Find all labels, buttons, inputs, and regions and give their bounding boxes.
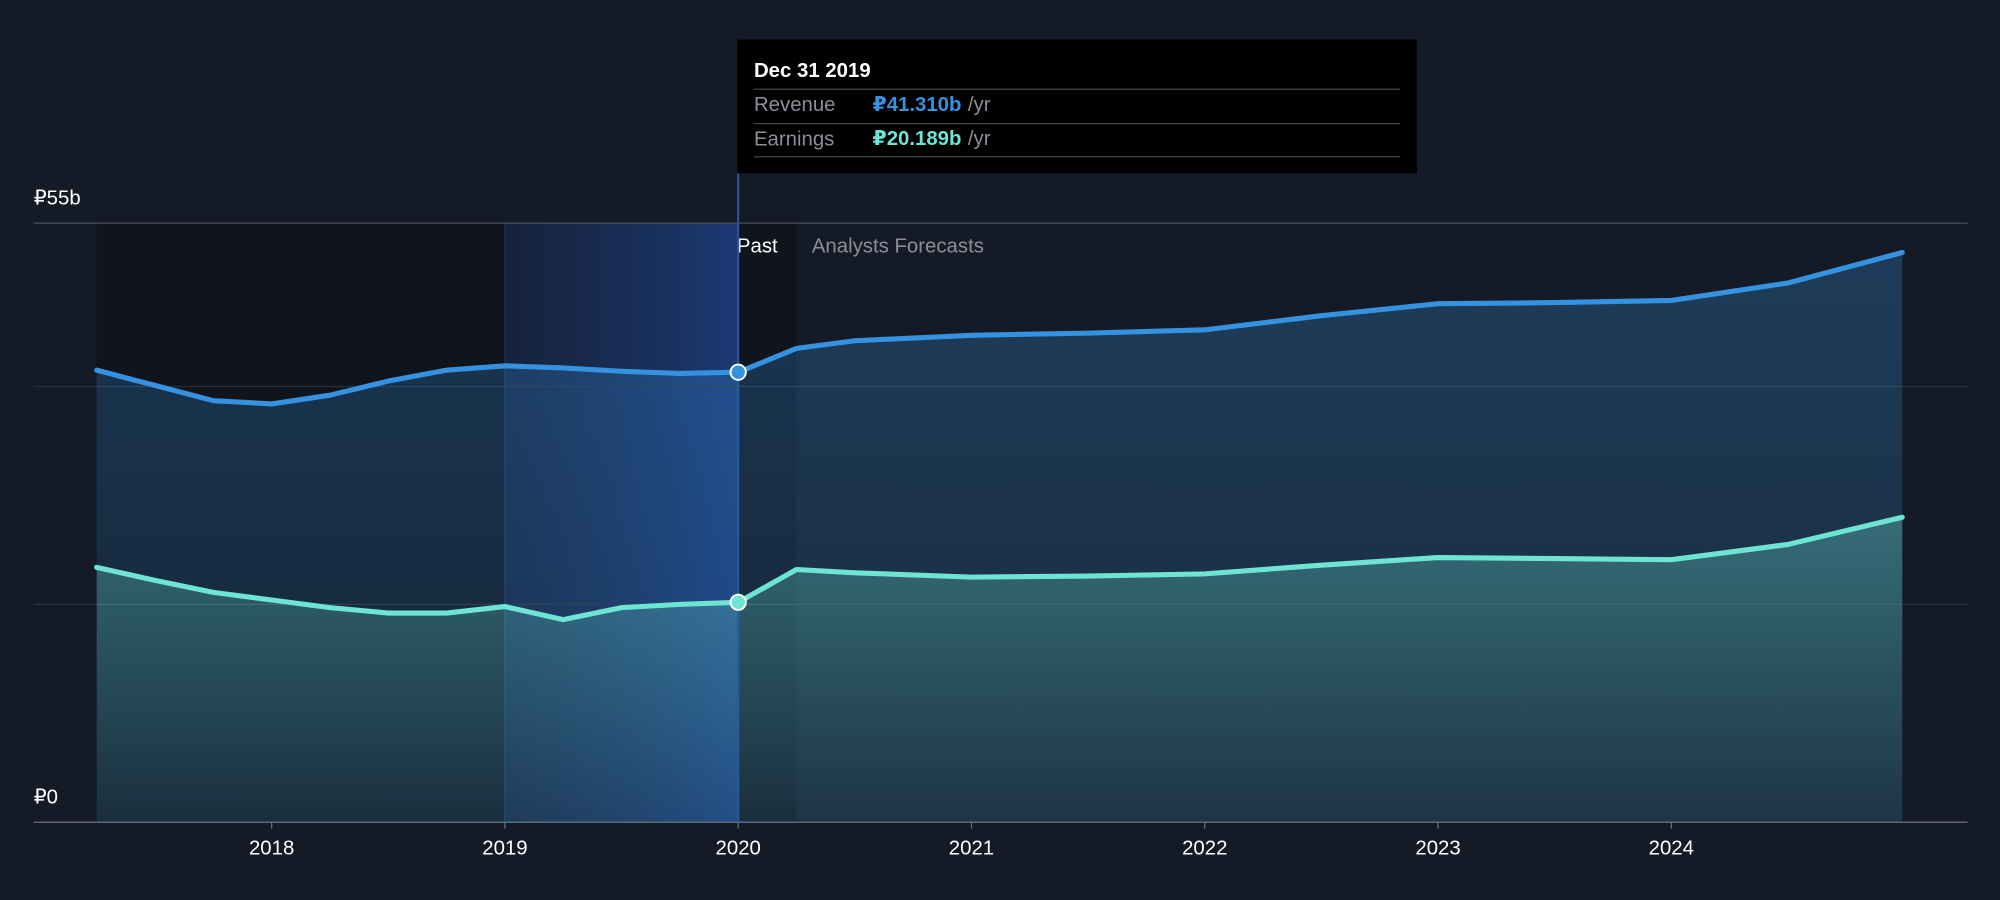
tooltip-value: ₽20.189b/yr xyxy=(873,129,991,151)
x-tick-label: 2022 xyxy=(1182,837,1227,859)
tooltip-value-label: ₽20.189b xyxy=(873,129,962,151)
x-tick-label: 2021 xyxy=(949,837,994,859)
tooltip-box xyxy=(737,39,1417,174)
y-tick-label: ₽55b xyxy=(34,187,81,209)
x-tick-label: 2024 xyxy=(1649,837,1694,859)
tooltip-value-label: ₽41.310b xyxy=(873,94,962,116)
x-tick-label: 2020 xyxy=(716,837,761,859)
tooltip-title: Dec 31 2019 xyxy=(754,60,871,82)
tooltip-unit: /yr xyxy=(968,94,991,116)
past-label: Past xyxy=(737,236,778,258)
tooltip-name: Revenue xyxy=(754,94,836,116)
y-tick-label: ₽0 xyxy=(34,786,58,808)
x-tick-label: 2023 xyxy=(1415,837,1460,859)
area xyxy=(96,517,1903,823)
x-tick-label: 2018 xyxy=(249,837,294,859)
hover-point xyxy=(729,593,747,611)
hover-point xyxy=(729,363,747,381)
tooltip: Dec 31 2019 Revenue ₽41.310b/yr Earnings… xyxy=(737,39,1417,174)
tooltip-value: ₽41.310b/yr xyxy=(873,94,991,116)
x-tick-label: 2019 xyxy=(482,837,527,859)
plot xyxy=(94,173,1905,823)
tooltip-name: Earnings xyxy=(754,129,834,151)
tooltip-unit: /yr xyxy=(968,129,991,151)
forecast-label: Analysts Forecasts xyxy=(812,236,984,258)
